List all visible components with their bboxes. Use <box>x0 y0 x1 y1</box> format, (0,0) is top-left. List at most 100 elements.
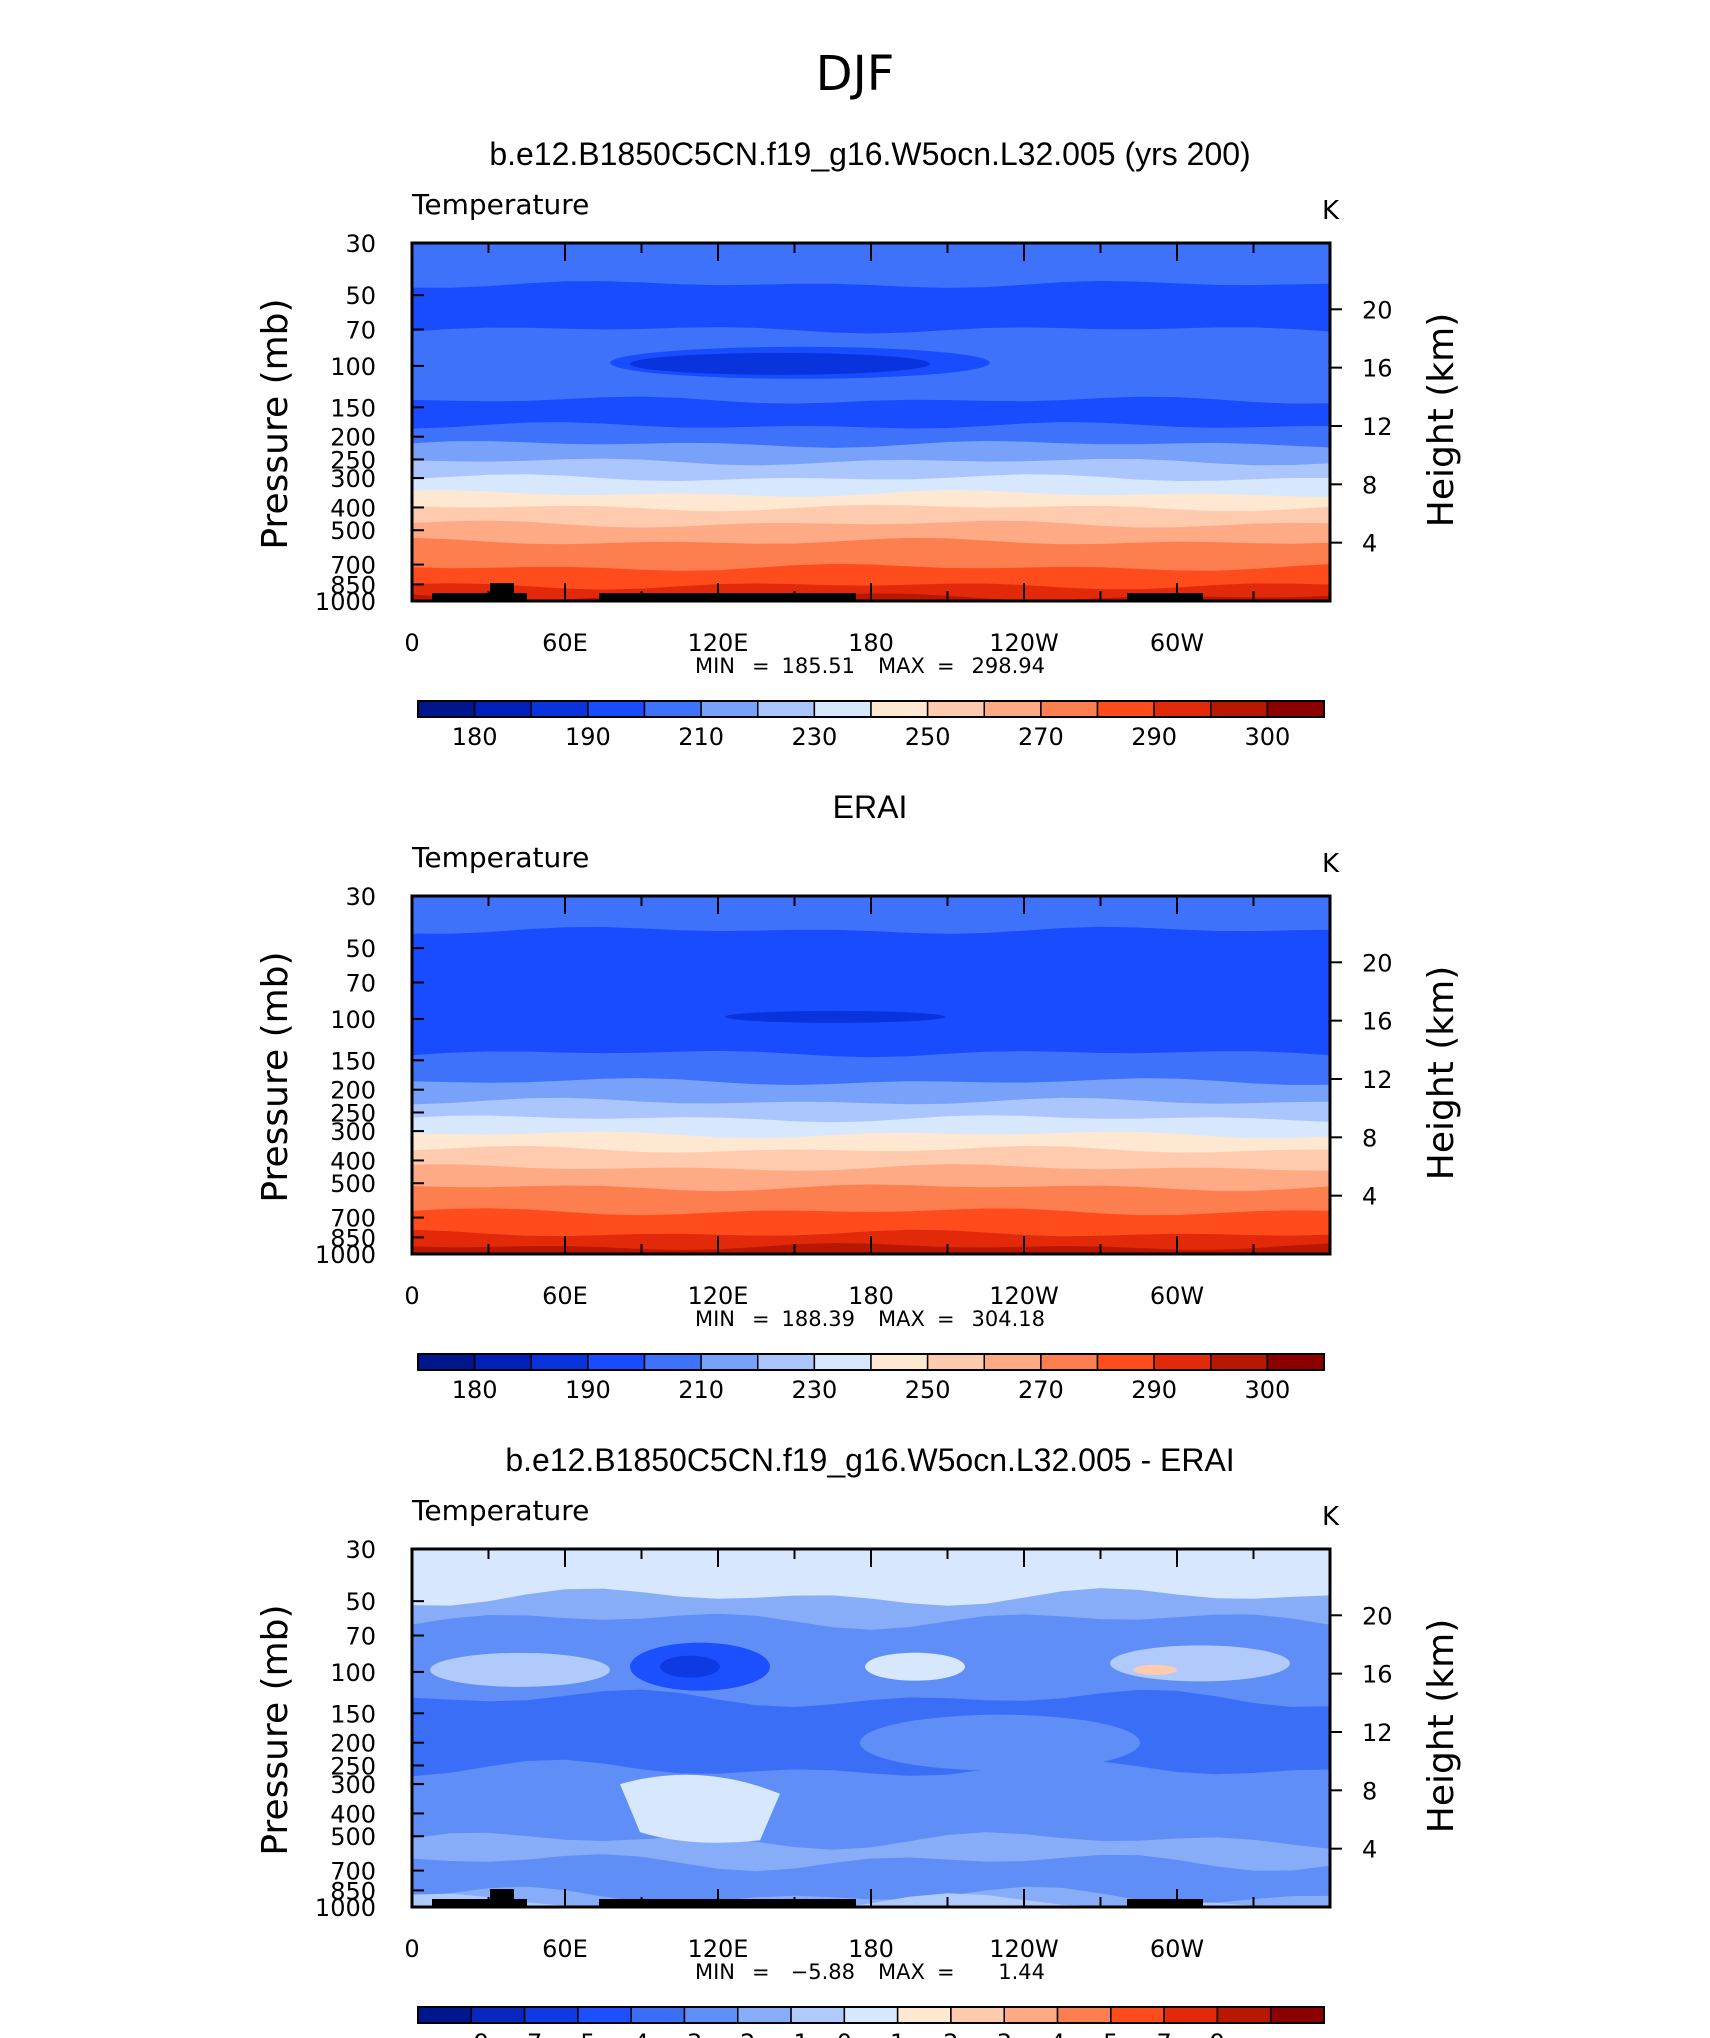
topography <box>432 1899 527 1907</box>
colorbar-box <box>983 700 1042 718</box>
y-tick-label: 700 <box>330 1858 376 1886</box>
min-equals: = <box>752 1960 770 1984</box>
x-tick-label: 60W <box>1150 1935 1204 1963</box>
height-tick-label: 16 <box>1362 1008 1393 1036</box>
colorbar-box <box>843 2006 899 2024</box>
colorbar-box <box>643 1353 702 1371</box>
colorbar-label: 230 <box>791 1376 837 1404</box>
contour-band <box>412 926 1330 1068</box>
colorbar-box <box>470 2006 526 2024</box>
height-tick-label: 8 <box>1362 1124 1377 1152</box>
y-tick-label: 30 <box>345 1536 376 1564</box>
height-tick-label: 12 <box>1362 1066 1393 1094</box>
min-label: MIN <box>695 1307 735 1331</box>
panel-title: b.e12.B1850C5CN.f19_g16.W5ocn.L32.005 (y… <box>489 136 1250 172</box>
colorbar-label: 210 <box>678 723 724 751</box>
y-tick-label: 30 <box>345 883 376 911</box>
colorbar-label: −9 <box>454 2029 489 2038</box>
units-label: K <box>1322 849 1340 879</box>
colorbar-label: 7 <box>1156 2029 1171 2038</box>
topography <box>599 593 856 601</box>
colorbar-box <box>926 700 985 718</box>
min-value: 188.39 <box>782 1307 855 1331</box>
colorbar-box <box>926 1353 985 1371</box>
y-axis-label: Pressure (mb) <box>255 951 296 1202</box>
contour-field <box>412 896 1330 1254</box>
max-label: MAX <box>878 1960 925 1984</box>
y-tick-label: 150 <box>330 1047 376 1075</box>
figure-title: DJF <box>816 46 895 102</box>
x-tick-label: 120E <box>688 1935 749 1963</box>
colorbar-frame <box>417 1353 1325 1371</box>
colorbar-label: 210 <box>678 1376 724 1404</box>
height-tick-label: 16 <box>1362 1661 1393 1689</box>
y-tick-label: 500 <box>330 1170 376 1198</box>
colorbar-label: −2 <box>720 2029 755 2038</box>
anomaly-warm <box>1133 1664 1177 1675</box>
colorbar-box <box>530 700 589 718</box>
height-tick-label: 4 <box>1362 1836 1377 1864</box>
panel-title: ERAI <box>833 789 908 825</box>
colorbar-label: 300 <box>1244 723 1290 751</box>
colorbar-box <box>1269 2006 1325 2024</box>
y-tick-label: 70 <box>345 970 376 998</box>
max-equals: = <box>937 1307 955 1331</box>
colorbar-label: −5 <box>560 2029 595 2038</box>
topography <box>490 583 514 593</box>
colorbar-box <box>1266 1353 1325 1371</box>
y-tick-label: 200 <box>330 1077 376 1105</box>
y-tick-label: 200 <box>330 424 376 452</box>
y-tick-label: 200 <box>330 1730 376 1758</box>
colorbar-label: −7 <box>507 2029 542 2038</box>
colorbar-box <box>683 2006 739 2024</box>
height-tick-label: 20 <box>1362 296 1393 324</box>
topography <box>1127 593 1203 601</box>
colorbar-box <box>1003 2006 1059 2024</box>
y-tick-label: 850 <box>330 1877 376 1905</box>
y-tick-label: 150 <box>330 1700 376 1728</box>
colorbar-box <box>790 2006 846 2024</box>
height-tick-label: 8 <box>1362 1777 1377 1805</box>
colorbar-label: −4 <box>613 2029 648 2038</box>
x-tick-label: 120W <box>989 629 1059 657</box>
y-tick-label: 250 <box>330 1099 376 1127</box>
colorbar-box <box>700 700 759 718</box>
colorbar-label: 190 <box>565 723 611 751</box>
contour-band <box>412 280 1330 344</box>
colorbar-box <box>587 700 646 718</box>
y-tick-label: 100 <box>330 353 376 381</box>
max-label: MAX <box>878 1307 925 1331</box>
x-tick-label: 120W <box>989 1935 1059 1963</box>
colorbar-box <box>1040 1353 1099 1371</box>
colorbar-box <box>870 1353 929 1371</box>
colorbar-box <box>1096 1353 1155 1371</box>
height-tick-label: 12 <box>1362 1719 1393 1747</box>
y-tick-label: 70 <box>345 317 376 345</box>
height-tick-label: 20 <box>1362 1602 1393 1630</box>
x-tick-label: 0 <box>404 1935 419 1963</box>
x-tick-label: 120E <box>688 1282 749 1310</box>
y-tick-label: 70 <box>345 1623 376 1651</box>
height-tick-label: 16 <box>1362 355 1393 383</box>
x-tick-label: 120E <box>688 629 749 657</box>
y-tick-label: 50 <box>345 282 376 310</box>
panel-title: b.e12.B1850C5CN.f19_g16.W5ocn.L32.005 - … <box>505 1442 1234 1478</box>
colorbar-box <box>813 700 872 718</box>
colorbar-box <box>983 1353 1042 1371</box>
colorbar-label: 300 <box>1244 1376 1290 1404</box>
colorbar-frame <box>417 2006 1325 2024</box>
colorbar-box <box>1163 2006 1219 2024</box>
colorbar-label: 5 <box>1103 2029 1118 2038</box>
y-tick-label: 300 <box>330 1771 376 1799</box>
contour-field <box>412 1549 1330 1907</box>
x-tick-label: 180 <box>848 1282 894 1310</box>
colorbar-label: −3 <box>667 2029 702 2038</box>
colorbar-box <box>473 1353 532 1371</box>
y-tick-label: 700 <box>330 552 376 580</box>
colorbar-box <box>1210 1353 1269 1371</box>
topography <box>432 593 527 601</box>
y-tick-label: 50 <box>345 935 376 963</box>
colorbar-box <box>1153 1353 1212 1371</box>
max-label: MAX <box>878 654 925 678</box>
